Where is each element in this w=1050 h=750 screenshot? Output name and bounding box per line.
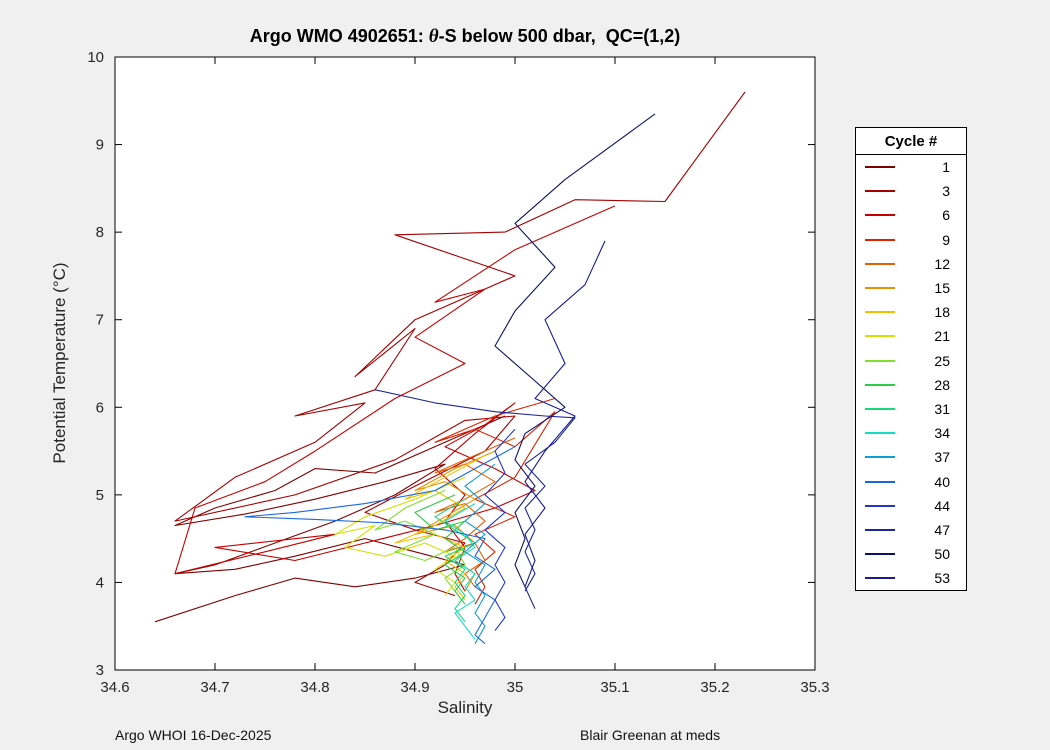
series-cycle-44 — [484, 428, 516, 631]
legend-line-sample — [865, 504, 895, 507]
series-cycle-50 — [494, 113, 656, 588]
x-axis-label: Salinity — [437, 698, 493, 717]
legend-label: 25 — [934, 352, 950, 369]
series-cycle-31 — [434, 498, 476, 623]
legend-entry-cycle-31: 31 — [856, 397, 966, 421]
legend-label: 53 — [934, 570, 950, 587]
legend-label: 9 — [942, 231, 950, 248]
legend-label: 28 — [934, 376, 950, 393]
legend-line-sample — [865, 311, 895, 314]
x-tick-label: 35.2 — [700, 679, 729, 696]
legend-label: 18 — [934, 304, 950, 321]
footer-credit-text: Blair Greenan at meds — [580, 727, 721, 743]
x-tick-label: 34.8 — [300, 679, 329, 696]
series-cycle-37 — [464, 463, 496, 644]
legend-entries: 1 3 6 9 12 15 18 21 25 28 31 34 37 40 44 47 50 53 — [856, 155, 966, 590]
legend-line-sample — [865, 456, 895, 459]
series-cycle-21 — [334, 476, 466, 596]
legend-label: 6 — [942, 207, 950, 224]
series-cycle-53 — [524, 240, 606, 609]
series-cycle-47 — [374, 389, 576, 592]
y-tick-label: 10 — [87, 49, 104, 66]
x-tick-label: 34.6 — [100, 679, 129, 696]
y-tick-label: 5 — [96, 487, 104, 504]
series-cycle-9 — [434, 397, 556, 605]
legend-entry-cycle-3: 3 — [856, 179, 966, 203]
legend-label: 44 — [934, 497, 950, 514]
y-tick-label: 3 — [96, 662, 104, 679]
legend-entry-cycle-53: 53 — [856, 566, 966, 590]
legend-line-sample — [865, 528, 895, 531]
legend-label: 47 — [934, 521, 950, 538]
y-tick-label: 4 — [96, 574, 104, 591]
y-tick-label: 9 — [96, 137, 104, 154]
legend-entry-cycle-1: 1 — [856, 155, 966, 179]
chart-title-suffix: -S below 500 dbar, QC=(1,2) — [438, 26, 681, 46]
legend-entry-cycle-12: 12 — [856, 252, 966, 276]
x-tick-label: 34.7 — [200, 679, 229, 696]
legend-entry-cycle-15: 15 — [856, 276, 966, 300]
legend-line-sample — [865, 166, 895, 169]
legend-label: 31 — [934, 400, 950, 417]
series-cycle-40 — [244, 446, 516, 645]
series-cycle-28 — [414, 494, 466, 605]
legend-line-sample — [865, 262, 895, 265]
y-tick-label: 8 — [96, 224, 104, 241]
y-axis-label: Potential Temperature (°C) — [50, 262, 69, 464]
legend-line-sample — [865, 480, 895, 483]
series-cycle-18 — [394, 454, 486, 601]
legend: Cycle # 1 3 6 9 12 15 18 21 25 28 31 34 37 40 44 47 50 53 — [855, 127, 967, 592]
legend-line-sample — [865, 287, 895, 290]
legend-label: 1 — [942, 159, 950, 176]
legend-title: Cycle # — [856, 128, 966, 155]
legend-line-sample — [865, 335, 895, 338]
chart-title-prefix: Argo WMO 4902651: — [249, 26, 429, 46]
legend-line-sample — [865, 359, 895, 362]
series-cycle-34 — [444, 503, 476, 640]
legend-line-sample — [865, 432, 895, 435]
x-tick-label: 34.9 — [400, 679, 429, 696]
x-tick-label: 35 — [507, 679, 524, 696]
legend-label: 50 — [934, 546, 950, 563]
legend-entry-cycle-40: 40 — [856, 469, 966, 493]
legend-label: 40 — [934, 473, 950, 490]
legend-line-sample — [865, 190, 895, 193]
y-tick-label: 6 — [96, 399, 104, 416]
legend-entry-cycle-28: 28 — [856, 373, 966, 397]
legend-entry-cycle-25: 25 — [856, 349, 966, 373]
chart-title: Argo WMO 4902651: θ-S below 500 dbar, QC… — [115, 26, 815, 48]
legend-entry-cycle-6: 6 — [856, 203, 966, 227]
legend-line-sample — [865, 553, 895, 556]
legend-entry-cycle-34: 34 — [856, 421, 966, 445]
legend-line-sample — [865, 383, 895, 386]
legend-label: 34 — [934, 425, 950, 442]
legend-entry-cycle-21: 21 — [856, 324, 966, 348]
series-cycle-12 — [434, 437, 516, 588]
legend-label: 12 — [934, 255, 950, 272]
y-tick-label: 7 — [96, 312, 104, 329]
axes-box — [114, 56, 816, 671]
legend-entry-cycle-44: 44 — [856, 494, 966, 518]
legend-label: 3 — [942, 183, 950, 200]
theta-symbol: θ — [428, 26, 439, 47]
x-tick-label: 35.1 — [600, 679, 629, 696]
legend-label: 21 — [934, 328, 950, 345]
legend-entry-cycle-9: 9 — [856, 228, 966, 252]
legend-entry-cycle-47: 47 — [856, 518, 966, 542]
legend-label: 15 — [934, 280, 950, 297]
legend-line-sample — [865, 238, 895, 241]
legend-entry-cycle-18: 18 — [856, 300, 966, 324]
series-cycle-6 — [174, 205, 616, 592]
legend-label: 37 — [934, 449, 950, 466]
legend-line-sample — [865, 577, 895, 580]
legend-entry-cycle-37: 37 — [856, 445, 966, 469]
legend-line-sample — [865, 214, 895, 217]
series-cycle-1 — [154, 415, 506, 623]
footer-source-text: Argo WHOI 16-Dec-2025 — [115, 727, 272, 743]
legend-entry-cycle-50: 50 — [856, 542, 966, 566]
x-tick-label: 35.3 — [800, 679, 829, 696]
legend-line-sample — [865, 407, 895, 410]
